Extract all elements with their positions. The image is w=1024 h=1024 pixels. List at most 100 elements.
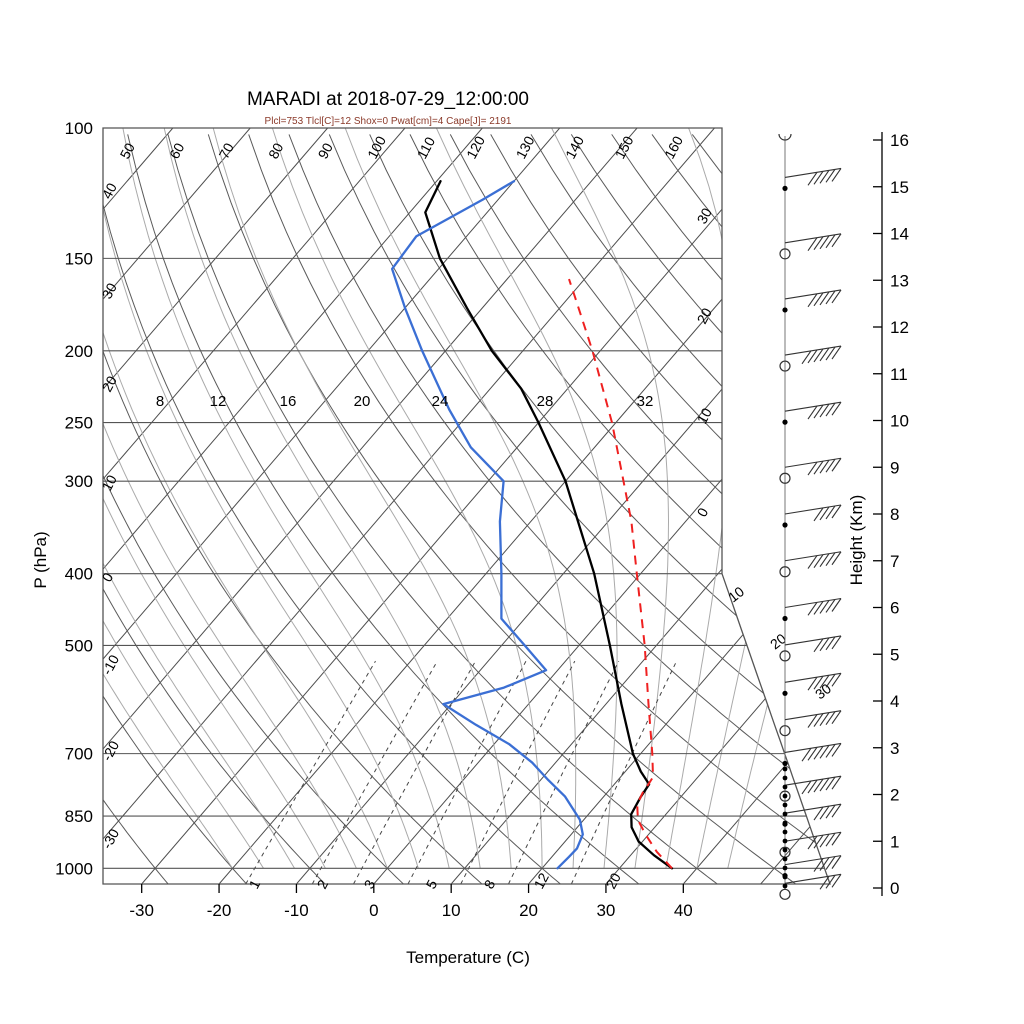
wind-barb	[784, 775, 842, 795]
dry-adiabat-line	[0, 134, 90, 884]
height-tick-label: 2	[890, 786, 899, 805]
barb-level-ring	[779, 566, 791, 578]
dry-adiabat-label: 90	[315, 140, 337, 161]
dry-adiabat-line	[449, 134, 830, 884]
isotherm-line	[605, 128, 830, 884]
barb-level-dot	[782, 690, 788, 696]
barb-level-ring	[779, 725, 791, 737]
barb-level-dot	[782, 874, 788, 880]
mixing-ratio-label: 5	[423, 877, 441, 892]
barb-level-ring	[779, 248, 791, 260]
x-axis-label: Temperature (C)	[406, 948, 530, 967]
height-tick-label: 9	[890, 458, 899, 477]
isotherm-line	[218, 128, 830, 884]
wind-barb	[784, 672, 842, 691]
isotherm-line	[103, 128, 483, 884]
height-tick-label: 8	[890, 505, 899, 524]
moist-adiabat-label: 16	[280, 393, 297, 410]
barb-level-dot	[782, 307, 788, 313]
wind-barb	[784, 345, 842, 365]
dry-adiabat-label: 80	[265, 140, 287, 161]
profile-layer	[390, 180, 674, 870]
barb-level-dot	[782, 865, 788, 871]
dry-adiabat-label: 120	[463, 133, 488, 161]
barb-level-ring	[779, 360, 791, 372]
height-tick-label: 7	[890, 552, 899, 571]
moist-adiabat-label: 8	[156, 393, 164, 410]
barb-top-marker	[778, 133, 792, 141]
pressure-tick-label: 300	[65, 472, 93, 491]
moist-adiabat-line	[551, 128, 670, 869]
isotherm-line	[141, 128, 793, 884]
barb-level-dot	[782, 185, 788, 191]
wind-barb	[784, 855, 842, 872]
subtitle-indices: Plcl=753 Tlcl[C]=12 Shox=0 Pwat[cm]=4 Ca…	[265, 116, 512, 127]
wind-barb	[784, 710, 842, 728]
dry-adiabat-line	[103, 134, 483, 884]
isotherm-line	[528, 128, 830, 884]
barb-level-dot	[782, 775, 788, 781]
wind-barb	[784, 457, 842, 476]
dry-adiabat-label: -20	[99, 738, 123, 764]
barb-level-dot	[782, 811, 788, 817]
height-tick-label: 16	[890, 131, 909, 150]
barb-level-ring	[779, 790, 791, 802]
barb-level-dot	[782, 784, 788, 790]
dry-adiabat-label: 50	[117, 140, 139, 161]
moist-adiabat-line	[103, 128, 264, 869]
height-tick-label: 10	[890, 412, 909, 431]
moist-adiabat-label: 32	[637, 393, 654, 410]
dry-adiabat-line	[328, 134, 830, 884]
isotherm-label: 0	[694, 505, 712, 520]
isotherm-line	[296, 128, 830, 884]
barb-level-dot	[782, 522, 788, 528]
mixing-ratio-line	[460, 660, 576, 884]
temperature-tick-label: 40	[674, 901, 693, 920]
mixing-ratio-label: 2	[314, 877, 332, 892]
pressure-tick-label: 100	[65, 119, 93, 138]
mixing-ratio-line	[407, 660, 527, 884]
barb-level-dot	[782, 838, 788, 844]
wind-barb	[784, 742, 842, 762]
barb-level-dot	[782, 766, 788, 772]
mixing-ratio-label: 3	[361, 877, 379, 892]
isotherm-line	[103, 128, 638, 884]
temperature-tick-label: 0	[369, 901, 378, 920]
wind-barb	[784, 597, 842, 616]
dry-adiabat-line	[732, 134, 830, 884]
wind-barb	[784, 233, 842, 252]
wind-barb	[784, 803, 842, 821]
moist-adiabat-label: 20	[354, 393, 371, 410]
pressure-tick-label: 1000	[55, 859, 93, 878]
barb-level-dot	[782, 760, 788, 767]
dry-adiabat-line	[288, 134, 830, 884]
temperature-tick-label: -20	[207, 901, 232, 920]
moist-adiabat-line	[103, 128, 419, 869]
dry-adiabat-line	[103, 134, 169, 884]
dry-adiabat-label: 30	[99, 280, 121, 301]
wind-barb	[784, 167, 842, 186]
pressure-tick-label: 400	[65, 565, 93, 584]
dry-adiabat-line	[103, 134, 561, 884]
mixing-ratio-line	[311, 660, 438, 884]
moist-adiabat-label: 12	[210, 393, 227, 410]
barb-level-ring	[779, 888, 791, 900]
barb-level-dot	[782, 793, 788, 799]
wind-barb	[784, 551, 842, 569]
isotherm-line	[103, 128, 251, 884]
dry-adiabat-line	[812, 134, 830, 884]
temperature-tick-label: 20	[519, 901, 538, 920]
dry-adiabat-label: 160	[661, 133, 686, 161]
dry-adiabat-line	[248, 134, 830, 884]
parcel-profile-line	[568, 278, 673, 869]
dry-adiabat-line	[207, 134, 796, 884]
dry-adiabat-label: 10	[99, 472, 121, 493]
barb-level-dot	[782, 847, 788, 853]
isotherm-label: 30	[694, 205, 716, 226]
isotherm-line	[450, 128, 830, 884]
moist-adiabat-label: 28	[537, 393, 554, 410]
isotherm-label: 20	[767, 630, 789, 652]
barb-level-dot	[782, 856, 788, 862]
dry-adiabat-label: 40	[99, 180, 121, 201]
